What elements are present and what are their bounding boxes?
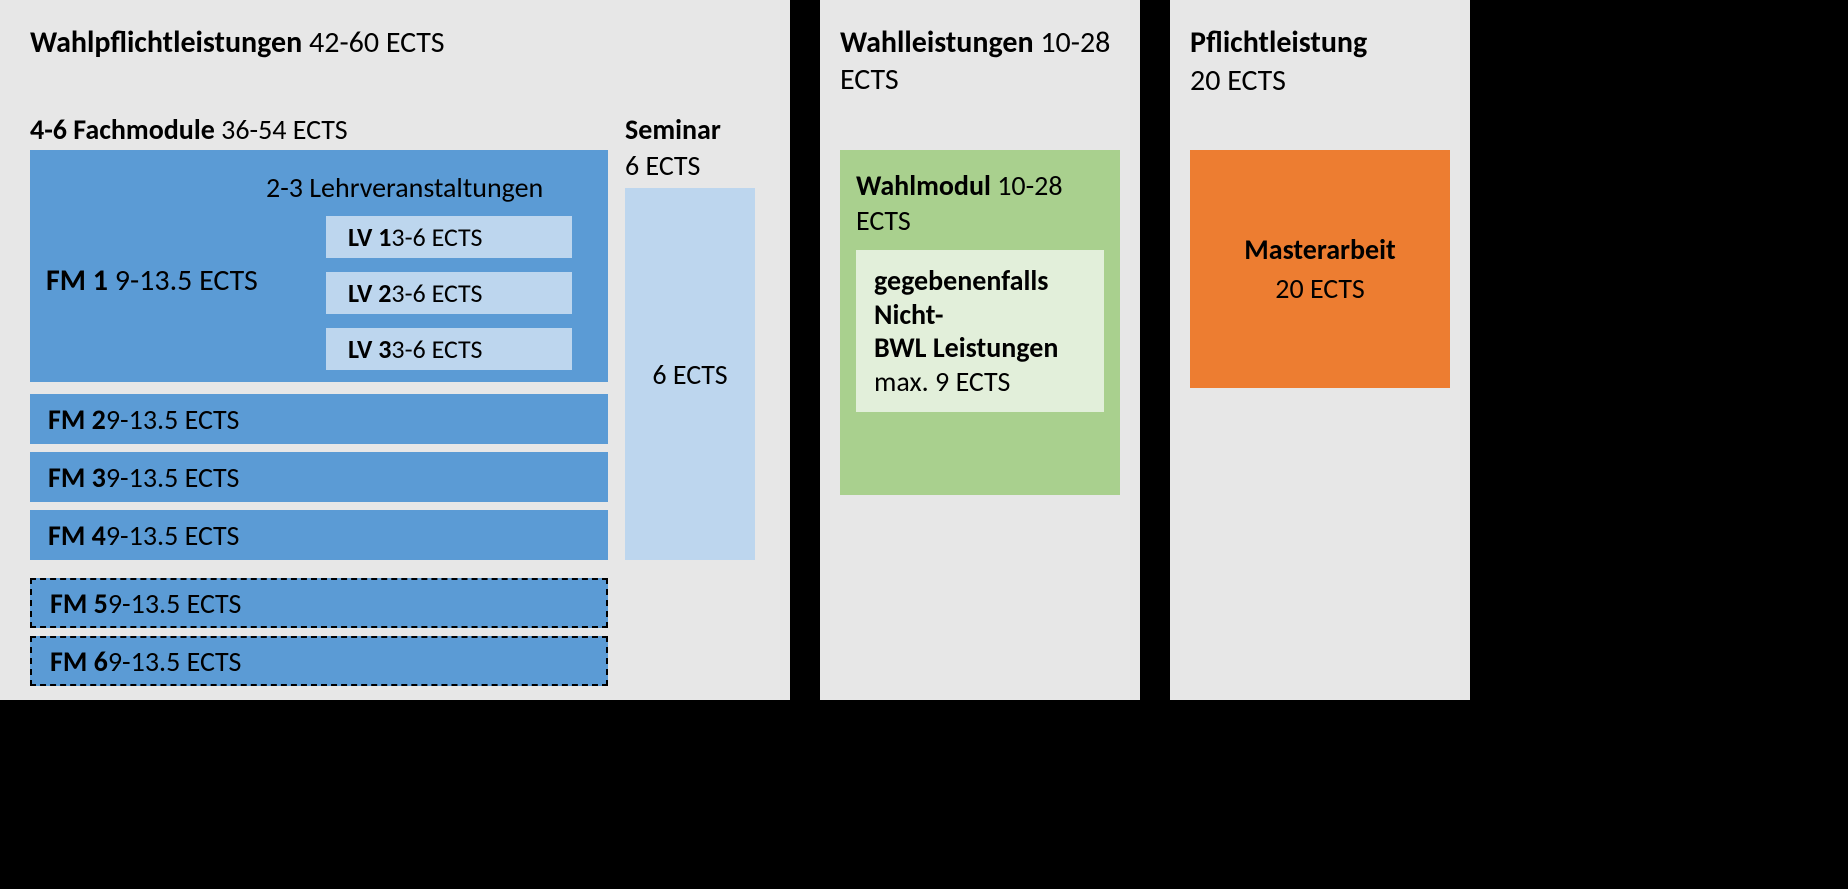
- fm1-box: 2-3 Lehrveranstaltungen FM 1 9-13.5 ECTS…: [30, 150, 608, 382]
- fachmodule-title: 4-6 Fachmodule 36-54 ECTS: [30, 112, 348, 147]
- fm-row-5-optional: FM 5 9-13.5 ECTS: [30, 578, 608, 628]
- lv-row-1: LV 1 3-6 ECTS: [326, 216, 572, 258]
- seminar-title: Seminar: [625, 112, 721, 147]
- seminar-box: 6 ECTS: [625, 188, 755, 560]
- wahlleistungen-title: Wahlleistungen 10-28 ECTS: [840, 24, 1140, 98]
- wahlmodul-box: Wahlmodul 10-28 ECTS gegebenenfalls Nich…: [840, 150, 1120, 495]
- panel-pflichtleistung: Pflichtleistung 20 ECTS Masterarbeit 20 …: [1170, 0, 1470, 700]
- panel-wahlpflicht: Wahlpflichtleistungen 42-60 ECTS 4-6 Fac…: [0, 0, 790, 700]
- fm-row-4: FM 4 9-13.5 ECTS: [30, 510, 608, 560]
- nonbwl-box: gegebenenfalls Nicht- BWL Leistungen max…: [856, 250, 1104, 412]
- wahlpflicht-title: Wahlpflichtleistungen 42-60 ECTS: [30, 24, 445, 61]
- lv-row-3: LV 3 3-6 ECTS: [326, 328, 572, 370]
- curriculum-diagram: Wahlpflichtleistungen 42-60 ECTS 4-6 Fac…: [0, 0, 1848, 889]
- pflichtleistung-title: Pflichtleistung: [1190, 24, 1367, 61]
- panel-wahlleistungen: Wahlleistungen 10-28 ECTS Wahlmodul 10-2…: [820, 0, 1140, 700]
- wahlmodul-title: Wahlmodul 10-28 ECTS: [856, 168, 1120, 238]
- masterarbeit-box: Masterarbeit 20 ECTS: [1190, 150, 1450, 388]
- lv-caption: 2-3 Lehrveranstaltungen: [266, 170, 543, 205]
- lv-row-2: LV 2 3-6 ECTS: [326, 272, 572, 314]
- fm-row-3: FM 3 9-13.5 ECTS: [30, 452, 608, 502]
- pflichtleistung-ects: 20 ECTS: [1190, 62, 1286, 99]
- fm1-label: FM 1 9-13.5 ECTS: [46, 262, 258, 299]
- fm-row-6-optional: FM 6 9-13.5 ECTS: [30, 636, 608, 686]
- fm-row-2: FM 2 9-13.5 ECTS: [30, 394, 608, 444]
- seminar-ects-text: 6 ECTS: [625, 148, 700, 183]
